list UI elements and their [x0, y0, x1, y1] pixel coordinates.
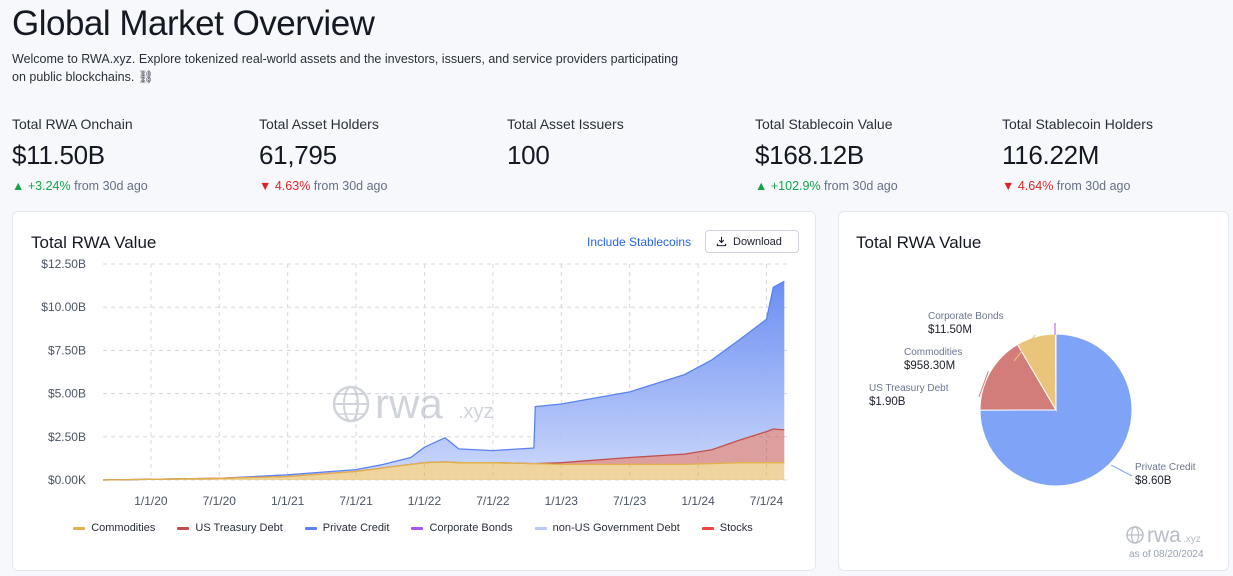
- as-of-date: as of 08/20/2024: [1129, 549, 1204, 560]
- pie-leader-line: [1013, 334, 1036, 362]
- x-tick-label: 1/1/23: [545, 494, 579, 508]
- x-tick-label: 7/1/20: [203, 494, 237, 508]
- pie-chart: Private Credit $8.60B US Treasury Debt $1.9…: [869, 311, 1196, 487]
- legend-label: Commodities: [91, 522, 156, 534]
- down-arrow-icon: ▼: [1002, 179, 1015, 193]
- stat-total-asset-holders: Total Asset Holders 61,795 ▼ 4.63% from …: [259, 116, 387, 193]
- legend-label: US Treasury Debt: [195, 522, 283, 534]
- logo-text: rwa: [1147, 524, 1181, 546]
- x-tick-label: 7/1/23: [613, 494, 647, 508]
- x-tick-label: 1/1/24: [681, 494, 715, 508]
- legend-label: Private Credit: [322, 522, 390, 534]
- logo-suffix: .xyz: [1183, 534, 1201, 545]
- up-arrow-icon: ▲: [12, 179, 25, 193]
- y-tick-label: $12.50B: [41, 257, 86, 271]
- area-line-commodities: [102, 461, 785, 481]
- download-button[interactable]: Download: [705, 230, 799, 253]
- card-title: Total RWA Value: [856, 233, 982, 252]
- stat-change: +3.24%: [27, 179, 71, 193]
- stat-value: 100: [507, 140, 550, 170]
- rwa-watermark: rwa .xyz: [332, 380, 494, 427]
- y-tick-label: $2.50B: [48, 430, 86, 444]
- pie-label-value: $8.60B: [1135, 475, 1172, 487]
- legend-item[interactable]: Commodities: [73, 522, 155, 534]
- pie-label-value: $958.30M: [904, 360, 955, 372]
- x-tick-label: 1/1/21: [271, 494, 305, 508]
- stat-change: +102.9%: [770, 179, 821, 193]
- area-series-commodities: [103, 461, 785, 480]
- pie-label-value: $11.50M: [928, 324, 972, 336]
- legend-item[interactable]: Corporate Bonds: [411, 522, 513, 534]
- area-chart: $0.00K $2.50B $5.00B $7.50B $10.00B $12.50B 1/…: [41, 257, 787, 508]
- watermark-suffix: .xyz: [458, 401, 494, 423]
- pie-label-name: Commodities: [904, 347, 962, 358]
- stat-value: 116.22M: [1002, 140, 1100, 170]
- pie-label-name: Corporate Bonds: [928, 311, 1004, 322]
- y-tick-label: $10.00B: [41, 300, 86, 314]
- pie-label-name: US Treasury Debt: [869, 383, 949, 394]
- page-title: Global Market Overview: [12, 4, 375, 43]
- x-tick-label: 1/1/22: [408, 494, 442, 508]
- stat-value: 61,795: [259, 140, 337, 170]
- stat-value: $11.50B: [12, 140, 105, 170]
- stat-label: Total Asset Holders: [259, 116, 379, 132]
- legend-item[interactable]: Stocks: [701, 522, 753, 534]
- rwa-value-pie-card: Total RWA Value Private Credit $8.60B US T…: [838, 211, 1229, 571]
- rwa-value-area-card: Total RWA Value Include Stablecoins Down…: [12, 211, 816, 571]
- include-stablecoins-toggle[interactable]: Include Stablecoins: [587, 235, 692, 249]
- download-icon: [716, 236, 727, 247]
- pie-label-value: $1.90B: [869, 396, 906, 408]
- legend-swatch: [73, 526, 86, 530]
- download-label: Download: [733, 235, 782, 248]
- x-tick-label: 7/1/24: [750, 494, 784, 508]
- pie-leader-line: [978, 371, 989, 398]
- pie-leader-line: [1110, 464, 1133, 477]
- intro-text: Welcome to RWA.xyz. Explore tokenized re…: [12, 52, 679, 84]
- legend-swatch: [534, 526, 547, 530]
- legend-swatch: [411, 526, 424, 530]
- area-series-private-credit: [103, 281, 785, 480]
- stat-change-suffix: from 30d ago: [1056, 179, 1131, 193]
- watermark-text: rwa: [375, 380, 443, 427]
- stat-change-suffix: from 30d ago: [313, 179, 388, 193]
- stat-change-suffix: from 30d ago: [824, 179, 898, 193]
- stat-total-asset-issuers: Total Asset Issuers 100: [507, 116, 624, 171]
- y-tick-label: $5.00B: [48, 387, 86, 401]
- y-tick-label: $7.50B: [48, 343, 86, 357]
- card-title: Total RWA Value: [31, 233, 157, 252]
- stat-label: Total Stablecoin Value: [755, 116, 893, 132]
- pie-label-name: Private Credit: [1135, 462, 1196, 473]
- stat-total-stablecoin-value: Total Stablecoin Value $168.12B ▲ +102.9…: [755, 116, 898, 193]
- stat-value: $168.12B: [755, 140, 864, 170]
- stat-change: 4.63%: [274, 179, 311, 193]
- stat-change-suffix: from 30d ago: [74, 179, 148, 193]
- stat-label: Total Asset Issuers: [507, 116, 624, 132]
- x-tick-label: 7/1/22: [476, 494, 510, 508]
- legend-label: Stocks: [719, 522, 753, 534]
- stat-change: 4.64%: [1017, 179, 1054, 193]
- stat-total-rwa-onchain: Total RWA Onchain $11.50B ▲ +3.24% from …: [12, 116, 148, 193]
- rwa-logo-icon: rwa .xyz: [1126, 524, 1201, 546]
- legend-swatch: [701, 526, 714, 530]
- x-tick-label: 7/1/21: [339, 494, 373, 508]
- pie-slice-private-credit: [979, 333, 1133, 487]
- legend-item[interactable]: US Treasury Debt: [177, 522, 283, 534]
- stat-total-stablecoin-holders: Total Stablecoin Holders 116.22M ▼ 4.64%…: [1002, 116, 1153, 193]
- down-arrow-icon: ▼: [259, 179, 272, 193]
- x-tick-label: 1/1/20: [134, 494, 168, 508]
- chart-legend: Commodities US Treasury Debt Private Credi…: [13, 522, 813, 534]
- pie-leader-line: [1054, 323, 1056, 335]
- legend-item[interactable]: non-US Government Debt: [534, 522, 680, 534]
- stat-label: Total RWA Onchain: [12, 116, 133, 132]
- legend-swatch: [177, 526, 190, 530]
- up-arrow-icon: ▲: [755, 179, 768, 193]
- legend-swatch: [304, 526, 317, 530]
- stat-label: Total Stablecoin Holders: [1002, 116, 1153, 132]
- pie-slice-us-treasury-debt: [979, 343, 1057, 411]
- legend-label: non-US Government Debt: [552, 522, 680, 534]
- legend-label: Corporate Bonds: [429, 522, 513, 534]
- y-tick-label: $0.00K: [48, 473, 86, 487]
- area-line-private-credit: [102, 280, 785, 481]
- legend-item[interactable]: Private Credit: [304, 522, 390, 534]
